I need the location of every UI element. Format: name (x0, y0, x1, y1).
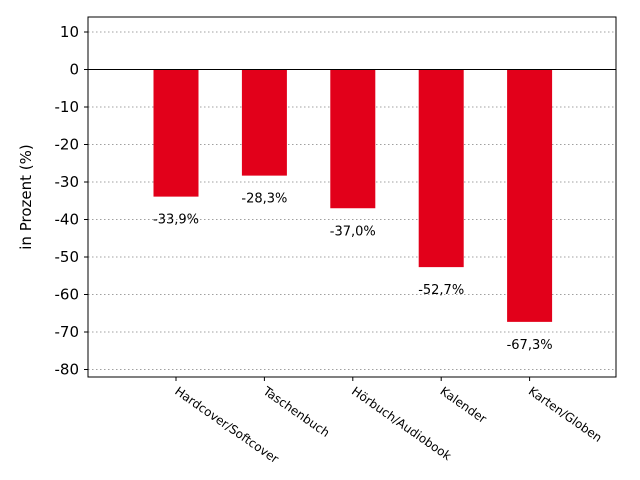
y-axis-title: in Prozent (%) (17, 144, 35, 249)
y-tick-label: 0 (69, 61, 79, 79)
bar (330, 69, 376, 209)
x-tick-label: Kalender (437, 384, 489, 426)
bar (241, 69, 287, 176)
x-tick-label: Karten/Globen (526, 384, 605, 445)
data-label: -28,3% (241, 192, 287, 207)
data-label: -52,7% (418, 283, 464, 298)
y-tick-label: -80 (55, 361, 80, 379)
y-tick-label: -70 (55, 323, 80, 341)
y-tick-label: -40 (55, 211, 80, 229)
y-tick-label: -30 (55, 173, 80, 191)
bars (153, 69, 553, 322)
y-axis-ticks: 10 0 -10 -20 -30 -40 -50 -60 -70 -80 (55, 23, 88, 379)
bar (418, 69, 464, 268)
y-tick-label: -20 (55, 136, 80, 154)
data-label: -33,9% (153, 213, 199, 228)
y-tick-label: 10 (60, 23, 79, 41)
plot-frame (87, 16, 617, 378)
bar (507, 69, 553, 322)
x-tick-label: Taschenbuch (260, 383, 332, 440)
y-tick-label: -60 (55, 286, 80, 304)
data-labels: -33,9% -28,3% -37,0% -52,7% -67,3% (153, 192, 553, 353)
y-tick-label: -10 (55, 98, 80, 116)
bar (153, 69, 199, 197)
y-tick-label: -50 (55, 248, 80, 266)
data-label: -67,3% (507, 338, 553, 353)
data-label: -37,0% (330, 224, 376, 239)
